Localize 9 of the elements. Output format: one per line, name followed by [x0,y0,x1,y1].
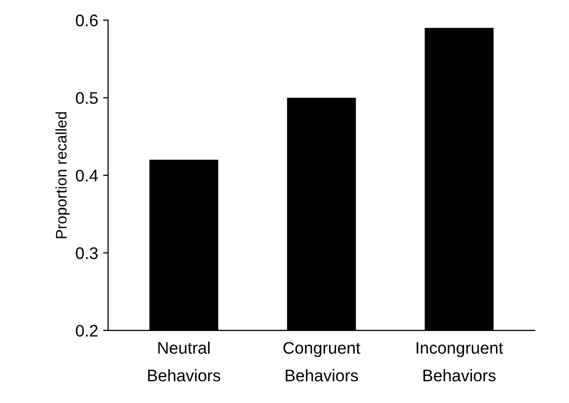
y-axis-title: Proportion recalled [55,112,70,238]
x-tick-label: Incongruent Behaviors [416,342,504,382]
y-tick-label: 0.2 [76,324,98,337]
x-tick-label: Congruent Behaviors [283,342,360,382]
x-tick-label: Neutral Behaviors [148,342,220,382]
y-tick-label: 0.6 [76,14,98,26]
y-tick-label: 0.5 [76,92,98,104]
y-tick-label: 0.3 [76,247,98,260]
y-tick-label: 0.4 [76,170,98,182]
